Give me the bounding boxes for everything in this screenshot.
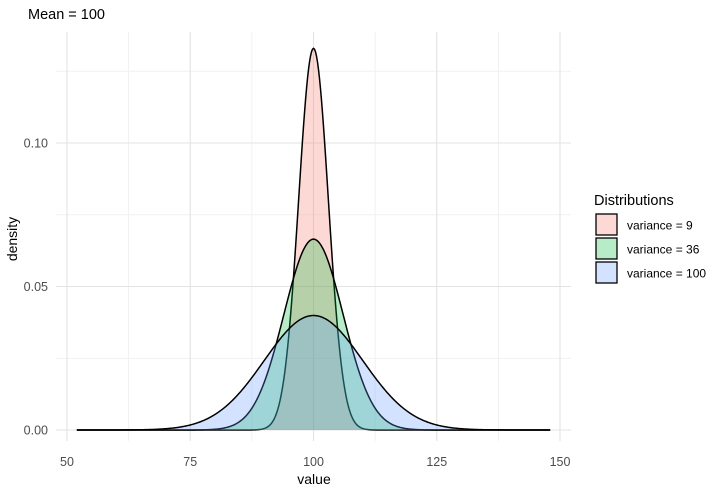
- legend: Distributions variance = 9 variance = 36 v…: [594, 193, 706, 284]
- x-tick-label: 100: [303, 455, 324, 469]
- legend-key-background: [595, 237, 618, 260]
- legend-title: Distributions: [594, 193, 674, 209]
- density-line-3: [76, 314, 551, 431]
- chart-title: Mean = 100: [28, 7, 105, 23]
- x-axis-label: value: [297, 471, 331, 487]
- legend-item: variance = 100: [595, 261, 706, 284]
- y-axis-label: density: [4, 217, 20, 261]
- legend-item: variance = 36: [595, 237, 700, 260]
- x-tick-label: 75: [183, 455, 197, 469]
- density-areas: [76, 47, 551, 431]
- y-tick-label: 0.10: [24, 137, 48, 151]
- x-tick-label: 125: [426, 455, 447, 469]
- legend-key-swatch: [595, 261, 618, 284]
- legend-item-label: variance = 100: [627, 267, 706, 281]
- legend-item: variance = 9: [595, 213, 693, 236]
- y-tick-label: 0.00: [24, 424, 48, 438]
- legend-key-swatch: [595, 237, 618, 260]
- legend-key-background: [595, 213, 618, 236]
- axes: 50 75 100 125 150 0.00 0.05 0.10: [24, 137, 571, 470]
- x-tick-label: 150: [550, 455, 571, 469]
- legend-key-swatch: [595, 213, 618, 236]
- legend-key-background: [595, 261, 618, 284]
- legend-item-label: variance = 9: [627, 219, 693, 233]
- density-area-2: [76, 239, 551, 430]
- x-tick-label: 50: [60, 455, 74, 469]
- density-area-3: [76, 315, 551, 430]
- y-tick-label: 0.05: [24, 280, 48, 294]
- legend-item-label: variance = 36: [627, 243, 700, 257]
